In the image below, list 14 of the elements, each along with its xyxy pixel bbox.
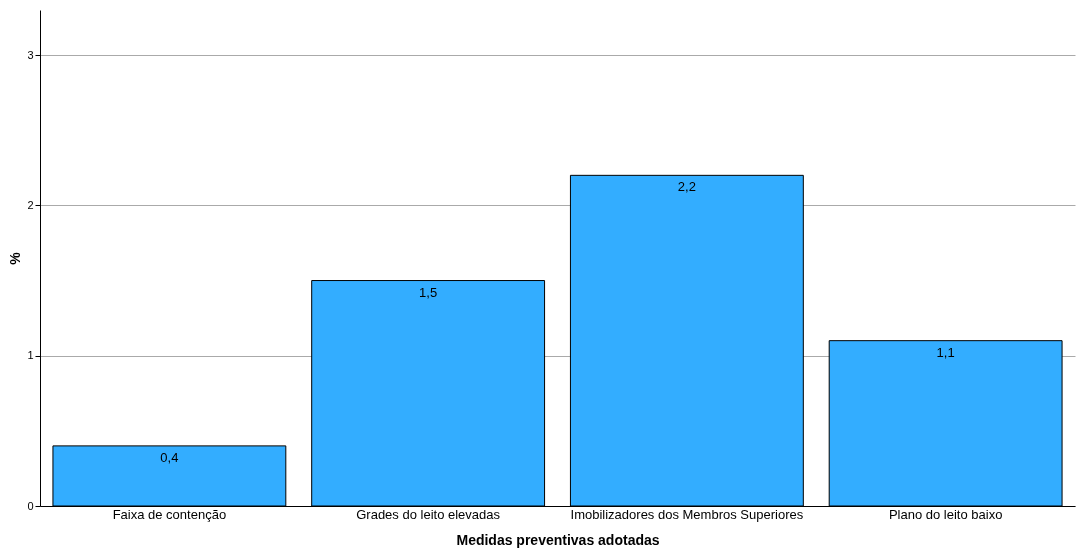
x-tick-label: Grades do leito elevadas <box>356 506 501 522</box>
data-label: 1,1 <box>936 344 955 360</box>
y-axis-title: % <box>7 251 24 265</box>
x-tick-label: Imobilizadores dos Membros Superiores <box>570 506 804 522</box>
data-label: 2,2 <box>677 179 696 195</box>
data-label: 1,5 <box>419 284 438 300</box>
x-axis-title: Medidas preventivas adotadas <box>456 531 660 548</box>
y-tick-label: 1 <box>27 349 34 362</box>
data-label: 0,4 <box>160 449 179 465</box>
x-tick-label: Plano do leito baixo <box>888 506 1003 522</box>
x-tick-label: Faixa de contenção <box>112 506 227 522</box>
y-tick-label: 3 <box>27 48 34 61</box>
y-tick-label: 2 <box>27 198 34 211</box>
y-tick-label: 0 <box>27 499 34 512</box>
